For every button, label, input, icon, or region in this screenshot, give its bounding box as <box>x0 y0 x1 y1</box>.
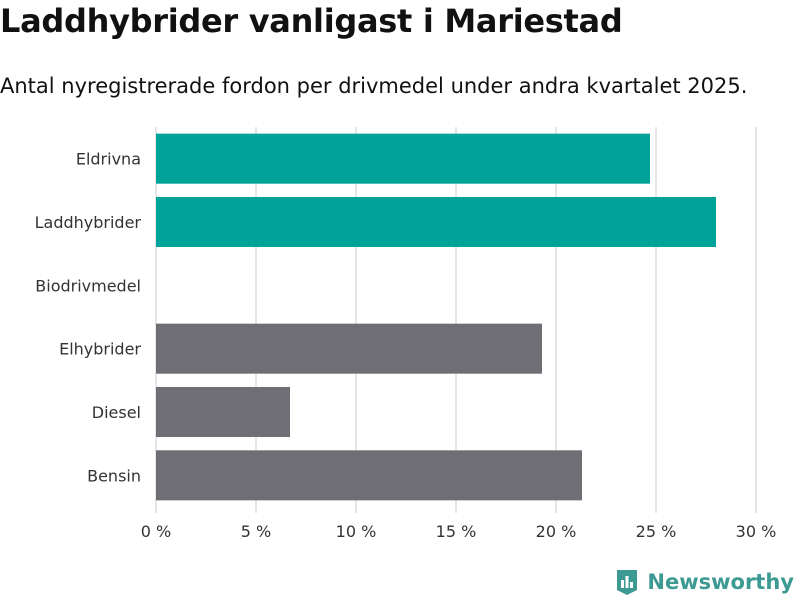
bar[interactable] <box>156 323 542 374</box>
newsworthy-logo-icon <box>617 570 638 595</box>
bar[interactable] <box>156 196 716 248</box>
bar[interactable] <box>156 386 290 438</box>
brand-name: Newsworthy <box>647 570 794 594</box>
x-tick-label: 25 % <box>636 522 677 541</box>
category-label: Diesel <box>92 403 141 422</box>
x-tick-label: 10 % <box>336 522 377 541</box>
gridlines <box>155 127 757 513</box>
x-tick-label: 30 % <box>736 522 777 541</box>
x-tick-label: 0 % <box>141 522 171 541</box>
chart-title: Laddhybrider vanligast i Mariestad <box>0 2 623 40</box>
category-labels: Eldrivna Laddhybrider Biodrivmedel Elhybrid… <box>35 150 142 486</box>
category-label: Elhybrider <box>59 340 141 359</box>
x-tick-label: 5 % <box>241 522 271 541</box>
bar[interactable] <box>156 133 650 184</box>
x-tick-label: 15 % <box>436 522 477 541</box>
x-tick-label: 20 % <box>536 522 577 541</box>
category-label: Bensin <box>87 466 141 485</box>
chart-subtitle: Antal nyregistrerade fordon per drivmede… <box>0 74 748 98</box>
bar[interactable] <box>156 450 582 501</box>
brand[interactable]: Newsworthy <box>615 568 794 596</box>
bar-chart: Eldrivna Laddhybrider Biodrivmedel Elhybrid… <box>35 127 777 541</box>
category-label: Eldrivna <box>76 150 141 169</box>
category-label: Biodrivmedel <box>35 276 141 295</box>
category-label: Laddhybrider <box>35 213 142 232</box>
bars <box>156 133 716 501</box>
x-axis-ticks: 0 % 5 % 10 % 15 % 20 % 25 % 30 % <box>141 522 777 541</box>
